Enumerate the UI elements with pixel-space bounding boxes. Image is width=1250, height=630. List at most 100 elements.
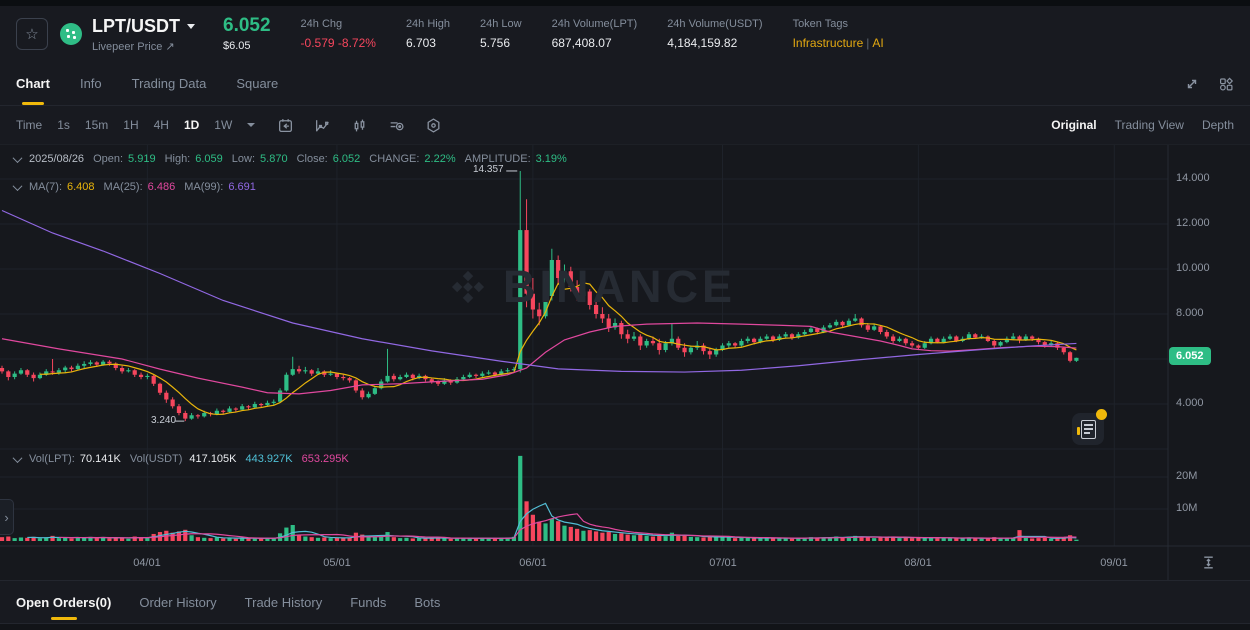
display-settings-icon[interactable] bbox=[388, 117, 405, 134]
notification-dot bbox=[1096, 409, 1107, 420]
date-tick: 07/01 bbox=[709, 557, 737, 569]
stat-24h-volume-lpt: 24h Volume(LPT) 687,408.07 bbox=[551, 18, 638, 50]
time-label: Time bbox=[16, 118, 43, 132]
interval-15m[interactable]: 15m bbox=[84, 118, 109, 132]
ohlc-amplitude: 3.19% bbox=[535, 153, 567, 165]
tab-info[interactable]: Info bbox=[79, 76, 102, 91]
collapse-chevron-icon[interactable] bbox=[12, 452, 23, 463]
vol-usdt-value: 417.105K bbox=[189, 453, 237, 465]
date-tick: 04/01 bbox=[133, 557, 161, 569]
tab-order-history[interactable]: Order History bbox=[139, 594, 217, 610]
top-strip bbox=[0, 0, 1250, 6]
ohlc-high: 6.059 bbox=[195, 153, 223, 165]
last-price: 6.052 bbox=[223, 15, 271, 36]
chart-style-icon[interactable] bbox=[314, 117, 331, 134]
volume-tick: 20M bbox=[1176, 470, 1198, 482]
ma25-value: 6.486 bbox=[147, 181, 176, 193]
vol-ma-slow-value: 653.295K bbox=[301, 453, 349, 465]
price-block: 6.052 $6.05 bbox=[223, 15, 271, 53]
news-feed-button[interactable] bbox=[1072, 409, 1107, 445]
price-tick: 8.000 bbox=[1176, 307, 1204, 319]
interval-1d[interactable]: 1D bbox=[183, 118, 200, 132]
layout-grid-icon[interactable] bbox=[1218, 76, 1234, 92]
caret-down-icon bbox=[187, 23, 195, 29]
orders-tabbar: Open Orders(0) Order History Trade Histo… bbox=[0, 580, 1250, 623]
collapse-chevron-icon[interactable] bbox=[12, 152, 23, 163]
interval-4h[interactable]: 4H bbox=[153, 118, 169, 132]
bottom-strip bbox=[0, 623, 1250, 630]
binance-logo-icon bbox=[451, 270, 485, 304]
stat-24h-low: 24h Low 5.756 bbox=[479, 18, 522, 50]
vol-ma-fast-value: 443.927K bbox=[245, 453, 293, 465]
tab-funds[interactable]: Funds bbox=[350, 594, 387, 610]
price-tick: 12.000 bbox=[1176, 217, 1210, 229]
collapse-chevron-icon[interactable] bbox=[12, 180, 23, 191]
expand-fullscreen-icon[interactable] bbox=[1184, 76, 1200, 92]
price-tick: 14.000 bbox=[1176, 172, 1210, 184]
jump-to-date-icon[interactable] bbox=[277, 117, 294, 134]
last-price-usd: $6.05 bbox=[223, 40, 251, 52]
price-tick: 4.000 bbox=[1176, 397, 1204, 409]
candlestick-chart-canvas[interactable] bbox=[0, 145, 1250, 580]
stat-24h-chg: 24h Chg -0.579 -8.72% bbox=[300, 18, 376, 50]
tab-square[interactable]: Square bbox=[236, 76, 279, 91]
ohlc-change: 2.22% bbox=[424, 153, 456, 165]
ticker-stats: 24h Chg -0.579 -8.72% 24h High 6.703 24h… bbox=[301, 18, 884, 50]
star-icon: ☆ bbox=[25, 26, 39, 43]
view-tradingview[interactable]: Trading View bbox=[1114, 118, 1184, 132]
stat-24h-high: 24h High 6.703 bbox=[405, 18, 450, 50]
current-price-badge: 6.052 bbox=[1169, 347, 1211, 365]
vol-lpt-value: 70.141K bbox=[79, 453, 121, 465]
price-tick: 10.000 bbox=[1176, 262, 1210, 274]
date-tick: 05/01 bbox=[323, 557, 351, 569]
volume-tick: 10M bbox=[1176, 502, 1198, 514]
livepeer-logo bbox=[60, 23, 82, 45]
stat-24h-chg-value: -0.579 -8.72% bbox=[300, 36, 376, 50]
date-axis[interactable]: 04/01 05/01 06/01 07/01 08/01 09/01 bbox=[0, 548, 1168, 580]
low-annotation: 3.240 bbox=[151, 415, 177, 426]
ma-legend: MA(7): 6.408 MA(25): 6.486 MA(99): 6.691 bbox=[12, 180, 256, 193]
panel-expand-chevron[interactable]: › bbox=[0, 499, 14, 535]
tab-trade-history[interactable]: Trade History bbox=[244, 594, 323, 610]
ohlc-close: 6.052 bbox=[332, 153, 361, 165]
ticker-header: ☆ LPT/USDT Livepeer Price ↗ 6.052 $6.05 … bbox=[0, 6, 1250, 62]
chart-area: BINANCE 2025/08/26 Open: 5.919 High: 6.059… bbox=[0, 145, 1250, 580]
tab-open-orders[interactable]: Open Orders(0) bbox=[16, 581, 111, 623]
chart-view-switch: Original Trading View Depth bbox=[1051, 118, 1234, 132]
ohlc-open: 5.919 bbox=[128, 153, 156, 165]
interval-1s[interactable]: 1s bbox=[57, 118, 70, 132]
interval-dropdown-caret[interactable] bbox=[247, 123, 256, 127]
ohlc-legend: 2025/08/26 Open: 5.919 High: 6.059 Low: 5.8… bbox=[12, 152, 567, 165]
ma99-value: 6.691 bbox=[228, 181, 256, 193]
tab-chart[interactable]: Chart bbox=[16, 62, 50, 105]
coin-subtitle-link[interactable]: Livepeer Price ↗ bbox=[92, 40, 175, 53]
main-tabbar: Chart Info Trading Data Square bbox=[0, 62, 1250, 106]
ohlc-low: 5.870 bbox=[260, 153, 288, 165]
watermark-text: BINANCE bbox=[503, 261, 737, 312]
indicators-icon[interactable] bbox=[351, 117, 368, 134]
axis-scale-icon[interactable] bbox=[1200, 554, 1217, 571]
date-tick: 06/01 bbox=[519, 557, 547, 569]
symbol-block: LPT/USDT Livepeer Price ↗ bbox=[92, 16, 195, 53]
tag-ai[interactable]: AI bbox=[872, 36, 884, 50]
favorite-button[interactable]: ☆ bbox=[16, 18, 48, 50]
token-tags: Token Tags Infrastructure | AI bbox=[792, 18, 884, 50]
tab-trading-data[interactable]: Trading Data bbox=[131, 76, 207, 91]
tab-bots[interactable]: Bots bbox=[414, 594, 441, 610]
high-annotation: 14.357 bbox=[473, 164, 504, 175]
chart-toolbar: Time 1s 15m 1H 4H 1D 1W Original Trading… bbox=[0, 106, 1250, 145]
view-original[interactable]: Original bbox=[1051, 118, 1097, 132]
date-tick: 08/01 bbox=[904, 557, 932, 569]
date-tick: 09/01 bbox=[1100, 557, 1128, 569]
binance-watermark: BINANCE bbox=[447, 261, 736, 313]
ohlc-date: 2025/08/26 bbox=[29, 153, 85, 165]
volume-legend: Vol(LPT): 70.141K Vol(USDT) 417.105K 443.9… bbox=[12, 452, 349, 465]
interval-1w[interactable]: 1W bbox=[214, 118, 233, 132]
stat-24h-volume-usdt: 24h Volume(USDT) 4,184,159.82 bbox=[667, 18, 763, 50]
tag-infrastructure[interactable]: Infrastructure bbox=[792, 36, 864, 50]
settings-icon[interactable] bbox=[425, 117, 442, 134]
interval-1h[interactable]: 1H bbox=[123, 118, 139, 132]
symbol-selector[interactable]: LPT/USDT bbox=[92, 16, 195, 37]
view-depth[interactable]: Depth bbox=[1201, 118, 1234, 132]
